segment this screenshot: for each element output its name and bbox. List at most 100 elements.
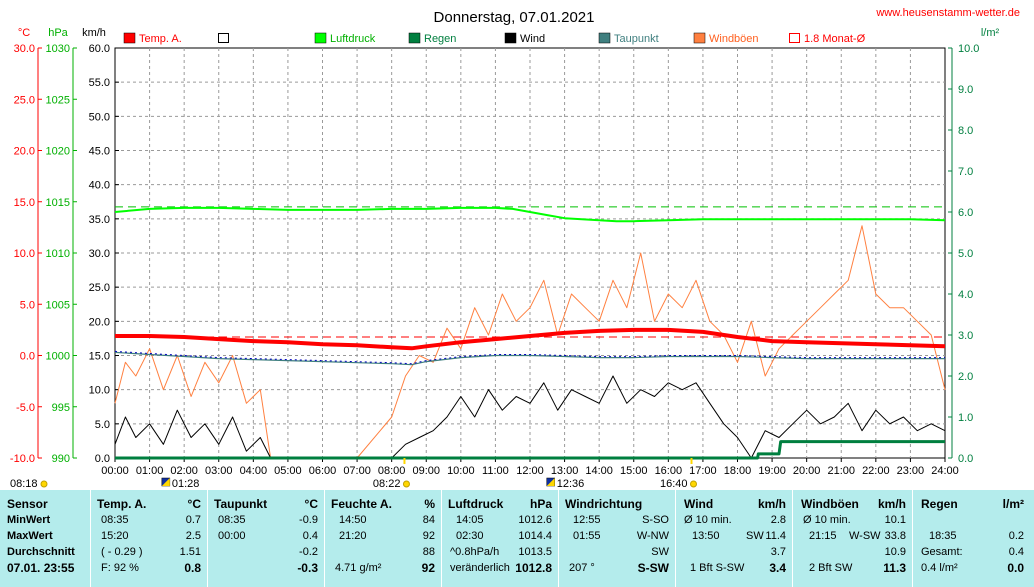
sensor-column: Sensor MinWert MaxWert Durchschnitt 07.0…: [0, 490, 90, 587]
rain-total: 0.4: [1008, 546, 1024, 558]
wind-max-dir: SW: [746, 530, 764, 542]
wind-max-time: 13:50: [692, 530, 720, 542]
temp-avg: 1.51: [179, 546, 201, 558]
temp-axis-tick-label: 25.0: [14, 94, 35, 106]
pressure-max-time: 02:30: [456, 530, 484, 542]
wind-axis-tick-label: 25.0: [89, 282, 110, 294]
rain-axis-tick-label: 6.0: [958, 207, 973, 219]
wind-avg10: 2.8: [770, 514, 786, 526]
chart-grid: [114, 47, 946, 459]
pressure-axis-tick-label: 1010: [46, 248, 70, 260]
legend-swatch: [504, 32, 517, 44]
stats-panel: Sensor MinWert MaxWert Durchschnitt 07.0…: [0, 490, 1034, 587]
pressure-trend: ^0.8hPa/h: [450, 546, 500, 558]
legend-swatch: [408, 32, 421, 44]
dewpoint-unit: °C: [304, 497, 318, 511]
wind-axis-unit: km/h: [82, 27, 106, 39]
legend-swatch: [123, 32, 136, 44]
temp-axis-tick-label: 10.0: [14, 248, 35, 260]
gust-avg10-label: Ø 10 min.: [803, 514, 851, 526]
wind-axis-tick-label: 35.0: [89, 214, 110, 226]
legend-swatch: [314, 32, 327, 44]
legend-swatch: [598, 32, 611, 44]
wind-beaufort: 1 Bft S-SW: [690, 562, 745, 574]
x-tick-label: 09:00: [412, 465, 440, 477]
temp-max: 2.5: [185, 530, 201, 542]
rain-unit: l/m²: [1002, 497, 1024, 511]
wind-direction-degrees: 207 °: [569, 562, 595, 574]
marker-label: 12:36: [557, 478, 585, 490]
dewpoint-min-time: 08:35: [218, 514, 246, 526]
series-tempa-line: [115, 327, 946, 351]
marker-label: 08:22: [373, 478, 401, 490]
rain-axis-tick-label: 8.0: [958, 125, 973, 137]
x-tick-label: 14:00: [585, 465, 613, 477]
humidity-min: 84: [422, 514, 435, 526]
legend-swatch: [693, 32, 706, 44]
wind-axis-tick-label: 15.0: [89, 351, 110, 363]
x-tick-label: 24:00: [931, 465, 959, 477]
pressure-min-time: 14:05: [456, 514, 484, 526]
legend-label: 1.8 Monat-Ø: [804, 33, 866, 45]
row-label-avg: Durchschnitt: [7, 546, 75, 558]
temp-min-time: 08:35: [101, 514, 129, 526]
legend-label: Temp. A.: [139, 33, 182, 45]
x-tick-label: 05:00: [274, 465, 302, 477]
pressure-axis-tick-label: 1020: [46, 146, 70, 158]
gust-unit: km/h: [877, 497, 906, 511]
dewpoint-current: -0.3: [297, 561, 318, 575]
site-link[interactable]: www.heusenstamm-wetter.de: [875, 7, 1020, 19]
x-tick-label: 22:00: [862, 465, 890, 477]
wind-axis-tick-label: 10.0: [89, 385, 110, 397]
temp-min: 0.7: [185, 514, 201, 526]
wind-direction-max: W-NW: [636, 530, 669, 542]
legend-label: Regen: [424, 33, 456, 45]
x-tick-label: 15:00: [620, 465, 648, 477]
wind-direction-max-time: 01:55: [573, 530, 601, 542]
rain-header: Regen: [921, 497, 958, 511]
x-tick-label: 18:00: [724, 465, 752, 477]
humidity-current: 92: [421, 561, 435, 575]
sensor-header: Sensor: [7, 497, 48, 511]
gust-header: Windböen: [801, 497, 859, 511]
series-regen-line: [115, 440, 945, 460]
rain-axis-tick-label: 9.0: [958, 84, 973, 96]
gust-max: 33.8: [884, 530, 906, 542]
pressure-unit: hPa: [529, 497, 552, 511]
wind-direction-avg: SW: [651, 546, 669, 558]
sun-icon: [690, 480, 698, 488]
temp-avg-extra: ( - 0.29 ): [101, 546, 143, 558]
wind-axis-tick-label: 5.0: [95, 419, 110, 431]
sun-icon: [402, 480, 410, 488]
humidity-max: 92: [422, 530, 435, 542]
gust-max-time: 21:15: [809, 530, 837, 542]
x-tick-label: 04:00: [240, 465, 268, 477]
x-tick-label: 21:00: [827, 465, 855, 477]
dewpoint-min: -0.9: [299, 514, 318, 526]
temp-axis-tick-label: 0.0: [20, 351, 35, 363]
y-axes: 30.0 25.0 20.0 15.0 10.0 5.0 0.0 -5.0 -10.0 1030 1…: [10, 43, 980, 465]
x-tick-label: 16:00: [655, 465, 683, 477]
row-label-max: MaxWert: [7, 530, 53, 542]
dewpoint-max-time: 00:00: [218, 530, 246, 542]
pressure-max: 1014.4: [518, 530, 552, 542]
humidity-absolute: 4.71 g/m²: [335, 562, 382, 574]
legend-swatch: [789, 33, 800, 43]
wind-axis-tick-label: 0.0: [95, 453, 110, 465]
temp-humidity-label: F: 92 %: [101, 562, 139, 574]
temp-axis-tick-label: 15.0: [14, 197, 35, 209]
series-taupunkt-line: [114, 351, 945, 366]
wind-axis-tick-label: 55.0: [89, 77, 110, 89]
humidity-avg: 88: [422, 546, 435, 558]
pressure-min: 1012.6: [518, 514, 552, 526]
temp-column: Temp. A. °C 08:35 0.7 15:20 2.5 ( - 0.29…: [90, 490, 207, 587]
pressure-axis-tick-label: 1015: [46, 197, 70, 209]
legend-label: Wind: [520, 33, 545, 45]
row-label-min: MinWert: [7, 514, 51, 526]
wind-axis-tick-label: 60.0: [89, 43, 110, 55]
moon-icon-half: [161, 478, 170, 486]
rain-axis-tick-label: 10.0: [958, 43, 979, 55]
temp-max-time: 15:20: [101, 530, 129, 542]
temp-axis-tick-label: -5.0: [16, 402, 35, 414]
chart-series: [114, 206, 946, 460]
